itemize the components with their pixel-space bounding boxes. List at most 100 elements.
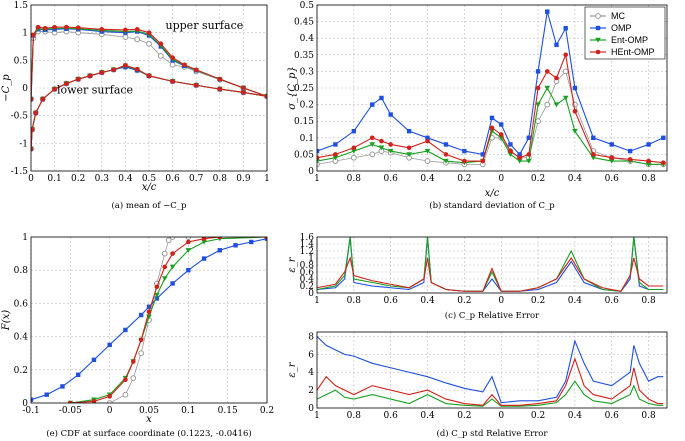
- annotation-upper-surface: upper surface: [166, 19, 244, 32]
- axes-frame: [30, 236, 268, 404]
- marker-ent-omp: [378, 145, 385, 151]
- y-tick-label: -0.5: [11, 112, 29, 122]
- marker-mc: [169, 61, 176, 68]
- axes-frame: [30, 4, 268, 172]
- marker-hent-omp: [130, 359, 136, 364]
- x-tick-label: 0.2: [531, 296, 545, 306]
- marker-omp: [123, 327, 128, 333]
- series-line-hent-omp: [31, 64, 267, 149]
- x-tick-label: 0.2: [260, 406, 274, 416]
- marker-omp: [462, 148, 467, 154]
- marker-hent-omp: [111, 67, 116, 73]
- marker-hent-omp: [241, 90, 246, 95]
- marker-hent-omp: [52, 86, 57, 92]
- series-line-hent-omp: [317, 357, 664, 406]
- marker-hent-omp: [31, 32, 36, 38]
- marker-omp: [595, 25, 601, 31]
- marker-mc: [595, 13, 601, 19]
- marker-omp: [146, 304, 152, 309]
- marker-ent-omp: [317, 158, 320, 164]
- series-line-ent-omp: [70, 237, 267, 403]
- x-tick-label: 0.8: [347, 411, 362, 421]
- x-tick-label: 0.6: [384, 174, 399, 184]
- y-tick-label: 0.3: [300, 67, 315, 77]
- chart-panel-e: -0.1 -0.05 0 0.05 0.1 0.15 0.2 0 0.2 0.4 0.6 0.8 1 x F…: [1, 233, 274, 439]
- marker-ent-omp: [535, 102, 541, 108]
- marker-hent-omp: [31, 96, 34, 102]
- marker-hent-omp: [526, 152, 532, 157]
- marker-hent-omp: [138, 337, 144, 343]
- marker-hent-omp: [75, 76, 81, 82]
- marker-omp: [661, 135, 666, 140]
- marker-hent-omp: [146, 73, 152, 79]
- y-tick-label: 8: [308, 332, 314, 342]
- x-tick-label: 0.4: [568, 411, 583, 421]
- marker-ent-omp: [351, 148, 357, 154]
- marker-mc: [161, 250, 168, 257]
- y-tick-label: 0.35: [294, 51, 314, 61]
- marker-omp: [572, 85, 578, 91]
- panel-caption: (c) C_p Relative Error: [445, 310, 540, 321]
- marker-hent-omp: [627, 157, 633, 162]
- x-tick-label: 0.6: [165, 174, 180, 184]
- marker-ent-omp: [387, 148, 394, 154]
- marker-omp: [443, 142, 449, 147]
- marker-ent-omp: [201, 239, 207, 245]
- x-tick-label: 0.5: [142, 174, 157, 184]
- marker-hent-omp: [369, 135, 375, 141]
- x-tick-label: 0.7: [189, 174, 204, 184]
- marker-omp: [535, 69, 541, 74]
- panel-caption: (a) mean of −C_p: [111, 200, 187, 211]
- marker-omp: [508, 142, 513, 147]
- marker-hent-omp: [508, 148, 513, 154]
- marker-hent-omp: [162, 264, 168, 270]
- marker-omp: [609, 142, 614, 147]
- series-line-hent-omp: [70, 237, 267, 403]
- x-tick-label: 0.8: [641, 411, 656, 421]
- series-line-omp: [31, 66, 267, 149]
- marker-ent-omp: [572, 128, 578, 134]
- x-tick-label: 0: [28, 174, 34, 184]
- marker-ent-omp: [507, 152, 514, 157]
- axes-frame: [316, 236, 668, 294]
- marker-omp: [107, 342, 112, 348]
- marker-mc: [350, 154, 357, 161]
- legend-entry: Ent-OMP: [611, 35, 648, 45]
- x-tick-label: 0.6: [384, 296, 399, 306]
- marker-hent-omp: [87, 73, 93, 79]
- marker-omp: [351, 128, 357, 134]
- x-tick-label: 0.3: [95, 174, 110, 184]
- marker-hent-omp: [123, 63, 128, 68]
- marker-hent-omp: [554, 75, 559, 81]
- y-tick-label: 0: [308, 404, 314, 414]
- marker-omp: [526, 135, 532, 140]
- marker-mc: [424, 158, 431, 164]
- x-tick-label: 0.05: [139, 406, 159, 416]
- x-tick-label: 0: [498, 411, 504, 421]
- y-tick-label: 2: [308, 386, 314, 396]
- legend: MC OMP Ent-OMP HEnt-OMP: [584, 6, 666, 60]
- y-tick-label: 0.4: [300, 34, 315, 44]
- marker-ent-omp: [562, 95, 569, 101]
- marker-hent-omp: [480, 158, 486, 164]
- marker-hent-omp: [31, 146, 34, 152]
- x-tick-label: 0.8: [347, 174, 362, 184]
- y-axis-label: ε_r: [287, 361, 298, 377]
- marker-hent-omp: [193, 67, 199, 73]
- marker-mc: [535, 118, 541, 125]
- marker-hent-omp: [379, 138, 384, 144]
- y-tick-label: 0.15: [294, 117, 314, 127]
- y-tick-label: 0: [22, 84, 28, 94]
- x-tick-label: 0.8: [213, 174, 228, 184]
- y-tick-label: -1.5: [11, 167, 29, 177]
- marker-hent-omp: [170, 55, 175, 60]
- x-tick-label: 0.1: [47, 174, 61, 184]
- marker-omp: [333, 142, 338, 147]
- marker-omp: [480, 152, 485, 157]
- marker-hent-omp: [33, 110, 39, 116]
- x-tick-label: 0.2: [457, 411, 471, 421]
- marker-ent-omp: [645, 162, 652, 167]
- marker-hent-omp: [646, 158, 651, 164]
- y-tick-label: 0.2: [300, 282, 314, 292]
- x-tick-label: 0.6: [384, 411, 399, 421]
